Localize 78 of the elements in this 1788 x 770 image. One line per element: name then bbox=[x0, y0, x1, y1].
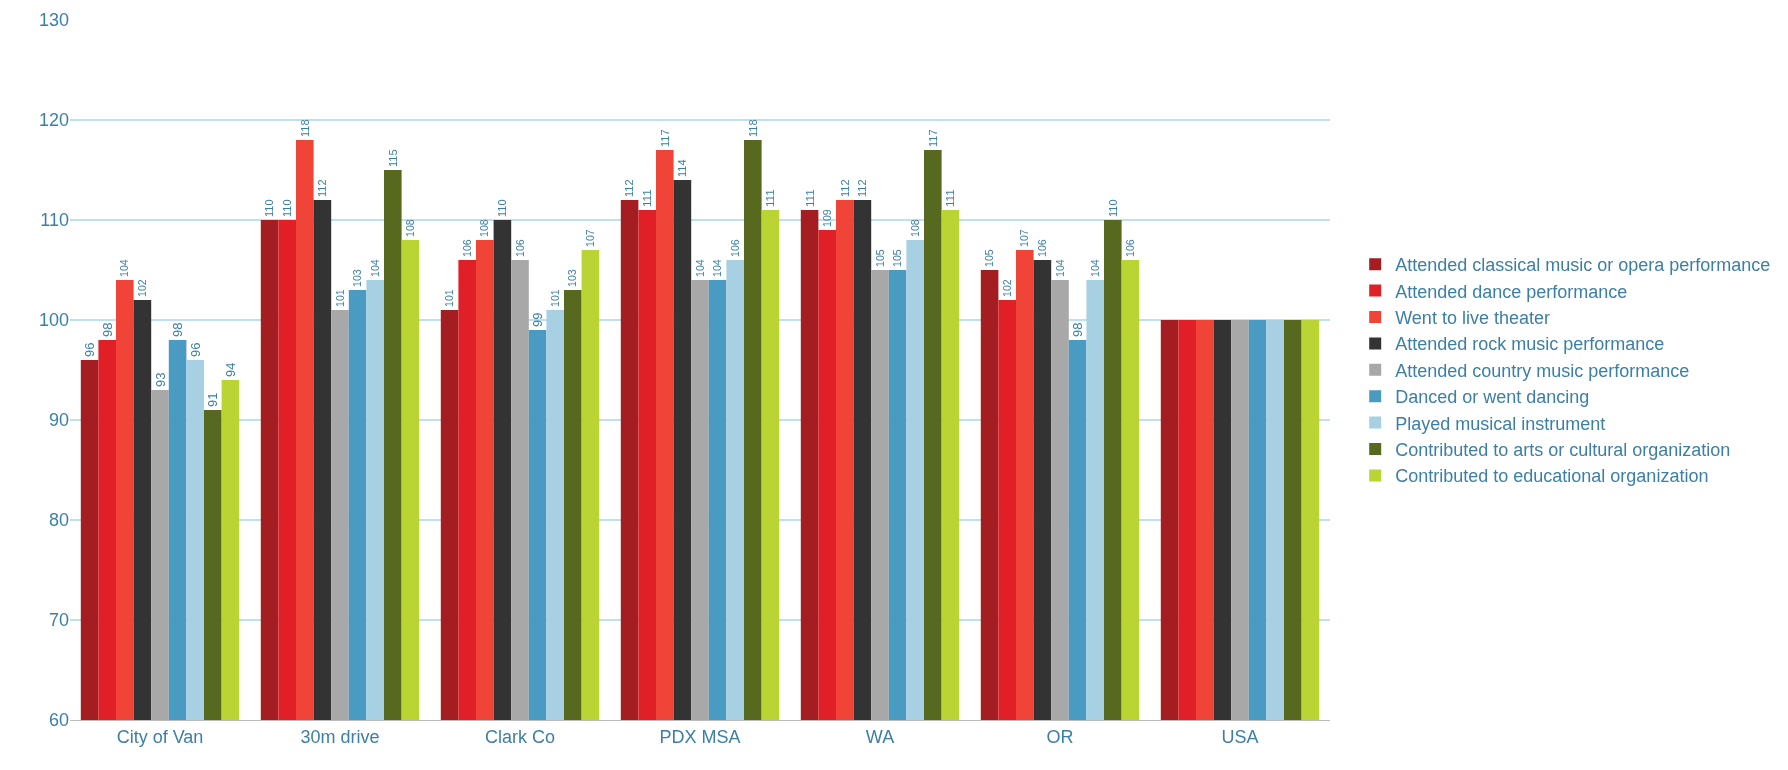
legend-label: Contributed to arts or cultural organization bbox=[1395, 440, 1731, 461]
data-label: 103 bbox=[351, 269, 364, 287]
data-label: 112 bbox=[856, 179, 869, 197]
x-tick-label: City of Van bbox=[116, 726, 204, 747]
data-label: 106 bbox=[728, 239, 741, 257]
data-label: 117 bbox=[926, 129, 939, 147]
data-label: 112 bbox=[316, 179, 329, 197]
legend-label: Attended country music performance bbox=[1395, 360, 1690, 381]
data-label: 105 bbox=[891, 249, 904, 267]
data-label: 107 bbox=[584, 229, 597, 247]
data-label: 111 bbox=[764, 189, 777, 207]
data-label: 102 bbox=[1000, 279, 1013, 297]
data-label: 107 bbox=[1018, 229, 1031, 247]
data-label: 111 bbox=[641, 189, 654, 207]
data-label: 98 bbox=[170, 322, 186, 337]
data-label: 114 bbox=[676, 159, 689, 177]
data-label: 98 bbox=[99, 322, 115, 337]
data-label: 101 bbox=[333, 289, 346, 307]
data-label: 94 bbox=[222, 362, 238, 377]
data-label: 102 bbox=[136, 279, 149, 297]
data-label: 111 bbox=[803, 189, 816, 207]
data-label: 112 bbox=[623, 179, 636, 197]
data-label: 104 bbox=[368, 259, 381, 277]
y-tick-label: 60 bbox=[48, 710, 69, 731]
data-label: 110 bbox=[496, 199, 509, 217]
data-label: 104 bbox=[1053, 259, 1066, 277]
data-label: 106 bbox=[513, 239, 526, 257]
x-tick-label: WA bbox=[865, 726, 895, 747]
y-tick-label: 110 bbox=[40, 210, 69, 231]
data-label: 110 bbox=[281, 199, 294, 217]
data-label: 108 bbox=[478, 219, 491, 237]
y-tick-label: 90 bbox=[48, 410, 69, 431]
data-label: 117 bbox=[658, 129, 671, 147]
data-label: 101 bbox=[443, 289, 456, 307]
x-tick-label: PDX MSA bbox=[659, 726, 741, 747]
x-tick-label: 30m drive bbox=[300, 726, 380, 747]
y-tick-label: 70 bbox=[48, 610, 69, 631]
x-tick-label: OR bbox=[1046, 726, 1074, 747]
data-label: 93 bbox=[152, 372, 168, 387]
data-label: 98 bbox=[1070, 322, 1086, 337]
data-label: 104 bbox=[1088, 259, 1101, 277]
data-label: 115 bbox=[386, 149, 399, 167]
legend-label: Attended rock music performance bbox=[1395, 334, 1665, 355]
data-label: 111 bbox=[944, 189, 957, 207]
legend-label: Danced or went dancing bbox=[1395, 387, 1590, 408]
y-tick-label: 80 bbox=[48, 510, 69, 531]
data-label: 118 bbox=[746, 119, 759, 137]
data-label: 96 bbox=[187, 342, 203, 357]
data-label: 101 bbox=[548, 289, 561, 307]
data-label: 108 bbox=[404, 219, 417, 237]
data-label: 96 bbox=[82, 342, 98, 357]
legend-label: Attended dance performance bbox=[1395, 281, 1628, 302]
legend-label: Contributed to educational organization bbox=[1395, 466, 1709, 487]
x-tick-label: USA bbox=[1221, 726, 1259, 747]
data-label: 108 bbox=[908, 219, 921, 237]
data-label: 91 bbox=[205, 392, 221, 407]
legend-label: Played musical instrument bbox=[1395, 413, 1606, 434]
data-label: 104 bbox=[118, 259, 131, 277]
data-label: 106 bbox=[460, 239, 473, 257]
data-label: 104 bbox=[711, 259, 724, 277]
y-tick-label: 120 bbox=[38, 110, 69, 131]
data-label: 109 bbox=[820, 209, 833, 227]
data-label: 110 bbox=[1106, 199, 1119, 217]
data-label: 103 bbox=[566, 269, 579, 287]
data-label: 99 bbox=[530, 312, 546, 327]
legend-label: Went to live theater bbox=[1395, 308, 1550, 329]
data-label: 118 bbox=[298, 119, 311, 137]
legend-label: Attended classical music or opera performance bbox=[1395, 255, 1771, 276]
data-label: 110 bbox=[263, 199, 276, 217]
data-label: 106 bbox=[1036, 239, 1049, 257]
data-label: 105 bbox=[873, 249, 886, 267]
data-label: 106 bbox=[1124, 239, 1137, 257]
x-tick-label: Clark Co bbox=[484, 726, 556, 747]
data-label: 104 bbox=[693, 259, 706, 277]
data-label: 112 bbox=[838, 179, 851, 197]
data-label: 105 bbox=[983, 249, 996, 267]
y-tick-label: 100 bbox=[38, 310, 69, 331]
y-tick-label: 130 bbox=[38, 10, 69, 31]
